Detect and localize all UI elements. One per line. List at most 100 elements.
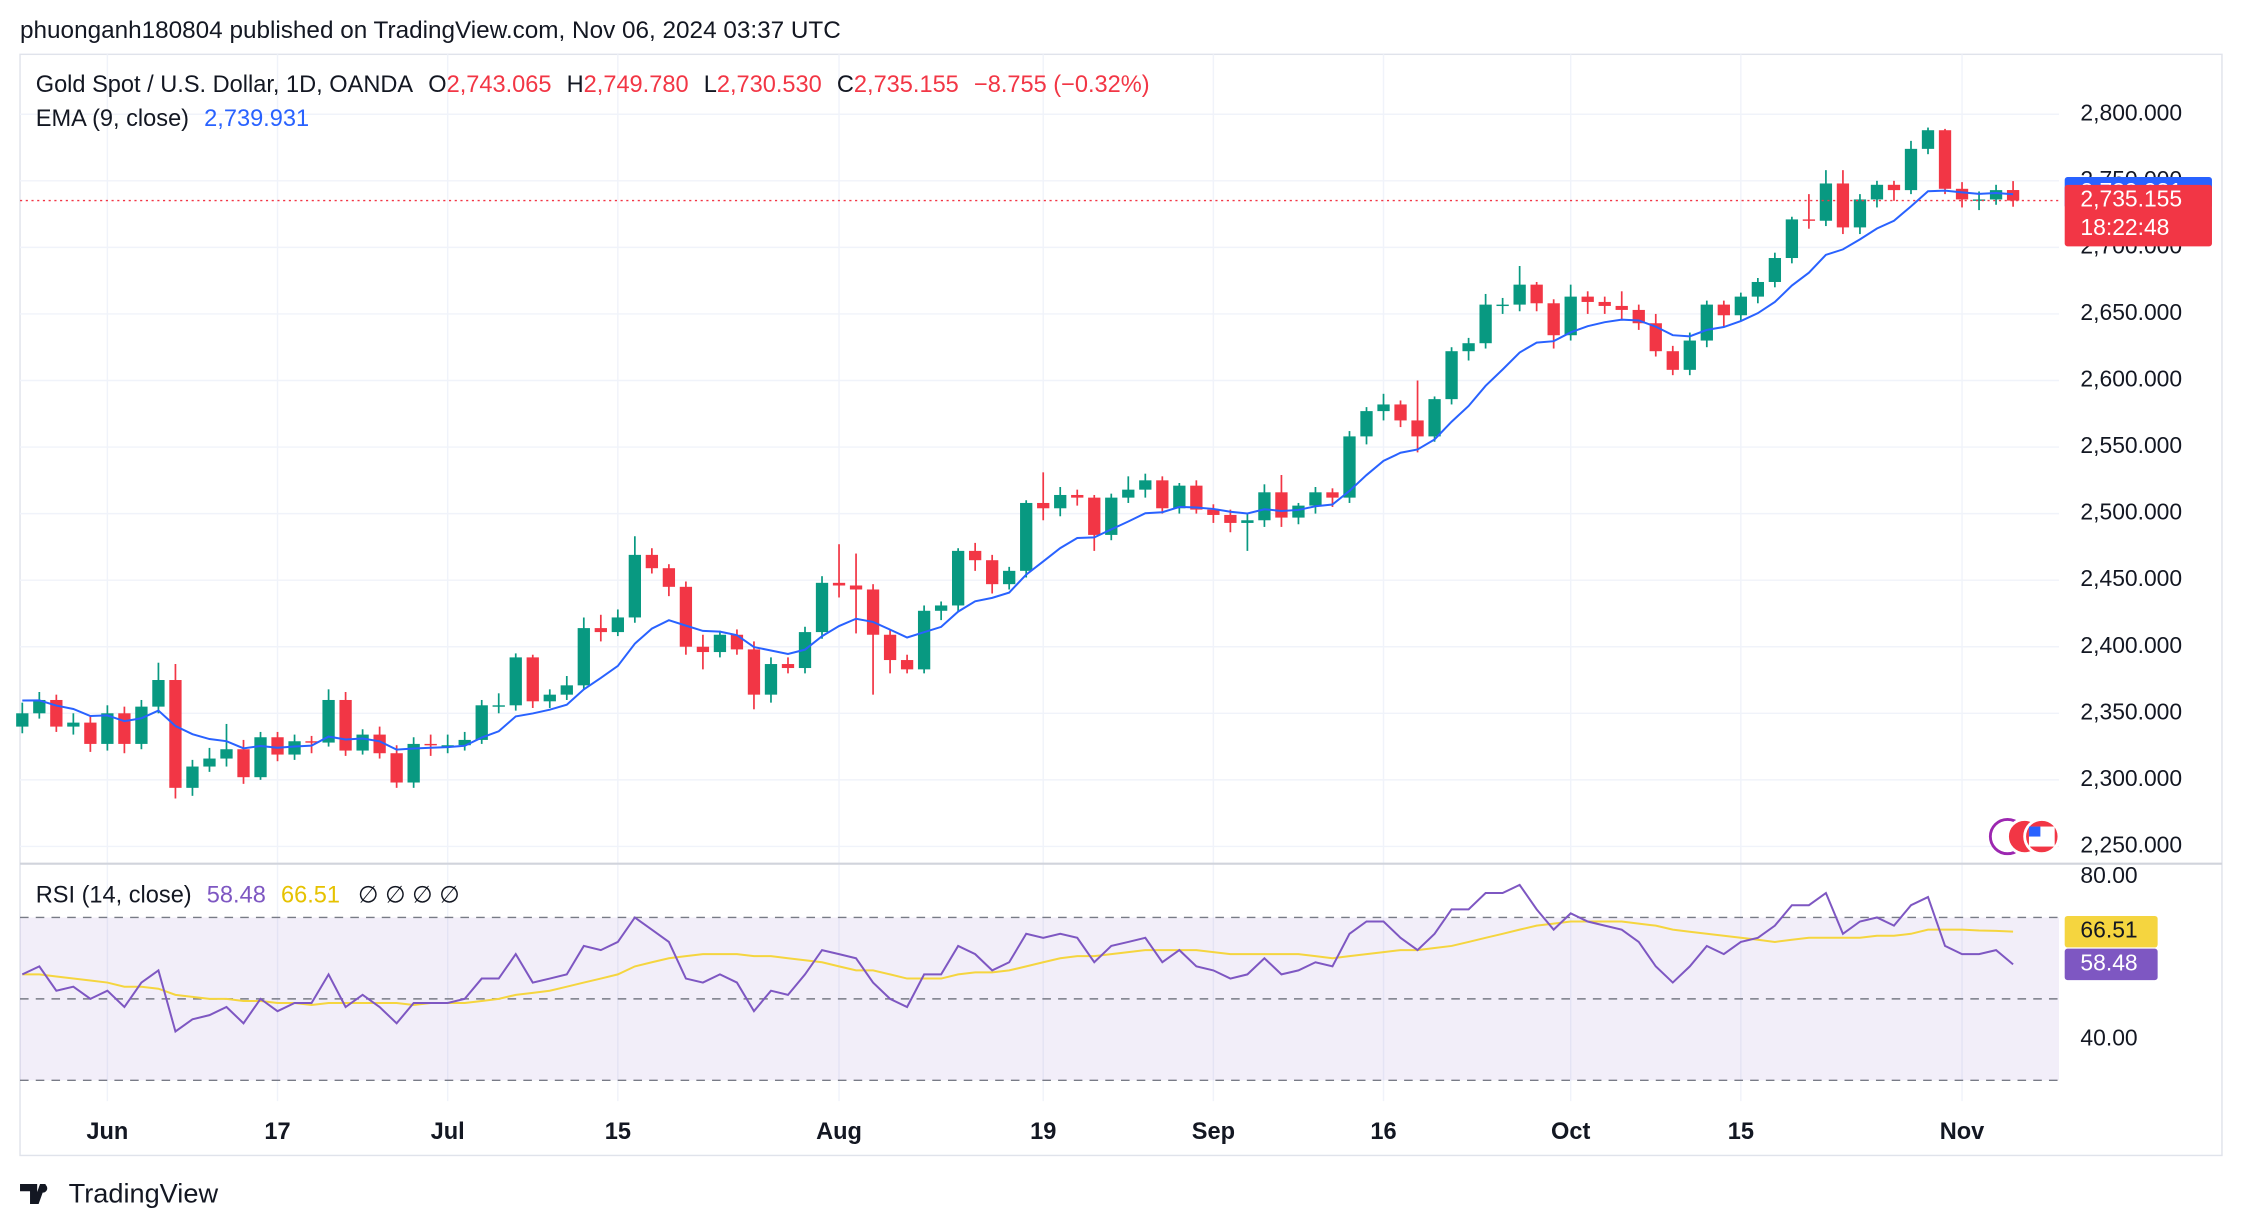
flag-icons [1988, 817, 2061, 856]
candle-body [1343, 436, 1356, 498]
candle-body [1275, 492, 1288, 518]
candle-body [1326, 492, 1339, 498]
candle-body [781, 664, 795, 669]
candle-body [1394, 404, 1407, 421]
y-tick-label: 2,400.000 [2080, 632, 2182, 658]
candle-body [1462, 343, 1475, 352]
symbol-name: Gold Spot / U.S. Dollar, 1D, OANDA [36, 71, 414, 97]
candle-body [628, 554, 642, 618]
candle-body [1173, 485, 1186, 509]
candle-body [254, 737, 267, 778]
candle-body [339, 699, 352, 751]
candle-body [1428, 399, 1441, 437]
candle-body [1190, 485, 1203, 510]
x-tick-label: 15 [605, 1118, 631, 1144]
logo-mark [20, 1184, 48, 1205]
candle-body [917, 610, 931, 670]
chart-frame [19, 53, 2223, 1157]
candle-body [1564, 296, 1577, 336]
candle-body [679, 586, 693, 647]
candle-body [883, 634, 897, 661]
candle-body [288, 741, 301, 755]
candle-body [1037, 502, 1050, 509]
footer-brand: TradingView [69, 1178, 219, 1209]
candle-body [1258, 492, 1271, 521]
candle-body [1734, 296, 1747, 316]
open-value: 2,743.065 [447, 71, 552, 97]
candle-body [101, 713, 114, 744]
candle-body [1785, 219, 1799, 259]
x-tick-label: Nov [1940, 1118, 1985, 1144]
candle-body [986, 560, 999, 585]
candle-body [645, 554, 659, 569]
y-tick-label: 2,650.000 [2080, 299, 2182, 325]
candle-body [16, 713, 29, 727]
rsi-extra: ∅ ∅ ∅ ∅ [358, 882, 460, 908]
rsi-value: 58.48 [207, 882, 266, 908]
y-tick-label: 2,600.000 [2080, 366, 2182, 392]
x-tick-label: Sep [1192, 1118, 1235, 1144]
rsi-tick-label: 80.00 [2080, 862, 2137, 888]
candle-body [611, 617, 624, 633]
candle-body [475, 705, 488, 740]
price-badge-label: 2,735.155 [2080, 186, 2182, 212]
candle-body [67, 722, 80, 727]
x-tick-label: Jul [431, 1118, 465, 1144]
candle-body [1598, 301, 1611, 306]
rsi-badge [2064, 915, 2158, 948]
candle-body [849, 585, 863, 590]
candle-body [1649, 323, 1662, 352]
candle-body [322, 699, 335, 743]
candle-body [305, 741, 318, 743]
rsi-badge-label: 58.48 [2080, 949, 2137, 975]
candle-body [832, 582, 846, 586]
candle-body [1139, 480, 1152, 490]
publish-header: phuonganh180804 published on TradingView… [20, 17, 841, 44]
rsi-name: RSI (14, close) [36, 882, 192, 908]
candle-body [1683, 340, 1696, 370]
ema-name: EMA (9, close) [36, 105, 189, 131]
symbol-legend: Gold Spot / U.S. Dollar, 1D, OANDA O2,74… [36, 71, 1150, 97]
candle-body [1020, 502, 1033, 571]
candle-body [1615, 305, 1628, 310]
candle-body [1700, 304, 1713, 341]
candle-body [713, 634, 727, 653]
candle-body [1292, 505, 1305, 518]
x-tick-label: 19 [1030, 1118, 1056, 1144]
candle-body [1819, 183, 1833, 221]
rsi-tick-label: 40.00 [2080, 1025, 2137, 1051]
candle-body [33, 699, 46, 714]
candle-body [1496, 304, 1509, 307]
high-value: 2,749.780 [584, 71, 689, 97]
rsi-ma-line [22, 920, 2014, 1007]
candle-body [815, 582, 829, 633]
y-tick-label: 2,500.000 [2080, 499, 2182, 525]
candle-body [203, 758, 216, 767]
candle-body [509, 657, 522, 706]
candle-body [390, 753, 403, 783]
candle-body [135, 706, 148, 744]
candle-body [1003, 570, 1016, 585]
candle-body [356, 734, 369, 751]
candle-body [1751, 281, 1765, 297]
x-tick-label: 15 [1728, 1118, 1754, 1144]
candle-body [1870, 184, 1884, 200]
candle-body [577, 628, 590, 686]
candle-body [186, 766, 199, 788]
ema-legend: EMA (9, close) 2,739.931 [36, 105, 309, 131]
candle-body [747, 649, 761, 695]
candle-body [1224, 514, 1237, 523]
candle-body [764, 664, 778, 695]
y-tick-label: 2,300.000 [2080, 765, 2182, 791]
candle-body [1088, 497, 1101, 535]
x-tick-label: Oct [1551, 1118, 1590, 1144]
candle-body [1768, 258, 1782, 282]
candle-body [152, 680, 165, 707]
candle-body [1530, 284, 1543, 304]
ema-line [22, 189, 2014, 751]
candle-body [2006, 190, 2020, 201]
candle-body [424, 743, 437, 746]
candle-body [1105, 497, 1118, 535]
candle-body [900, 660, 914, 670]
